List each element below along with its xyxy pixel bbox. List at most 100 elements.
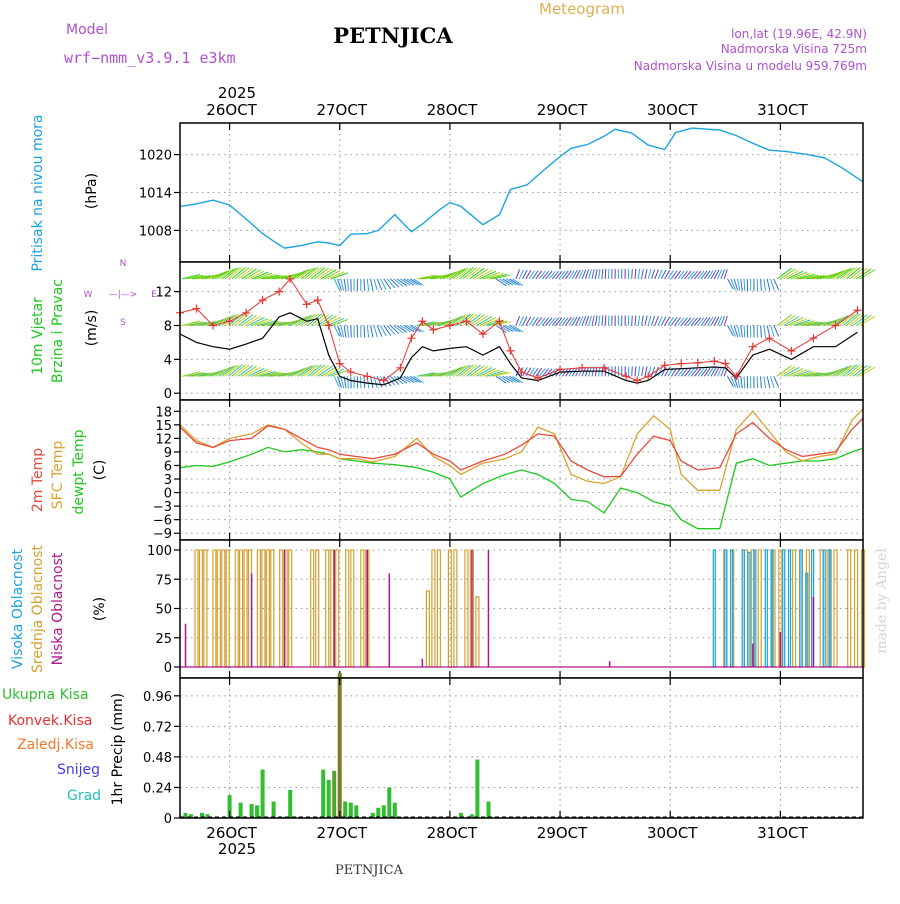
top-date-label: 30OCT [647,101,698,119]
y-tick-label: 6 [164,459,172,474]
precip-bar [354,805,358,818]
wind-barb [632,366,633,376]
precip-bar [332,771,336,818]
y-tick-label: 50 [155,603,172,618]
wind-units: (m/s) [84,310,100,347]
top-year-label: 2025 [218,84,256,102]
bottom-date-label: 30OCT [647,824,698,842]
cloud-low-label: Niska Oblacnost [50,552,66,665]
precip-bar [261,770,265,818]
y-tick-label: 1008 [139,224,172,239]
bottom-date-label: 29OCT [537,824,588,842]
y-tick-label: 0.72 [143,720,172,735]
top-date-label: 27OCT [316,101,367,119]
precip-bar [382,805,386,818]
model-elevation-label: Nadmorska Visina u modelu 959.769m [634,59,867,73]
bottom-year-label: 2025 [218,840,256,858]
precip-bar [487,802,491,819]
y-tick-label: 0.48 [143,751,172,766]
precip-bar [250,804,254,818]
y-tick-label: 18 [155,405,172,420]
precip-bar [327,780,331,818]
pressure-ylabel: Pritisak na nivou mora [30,114,46,271]
y-tick-label: 1014 [139,187,172,202]
wind-barb [632,269,633,279]
wind-legend-n: N [120,259,127,269]
y-tick-label: 0 [164,812,172,827]
top-date-label: 29OCT [537,101,588,119]
precip-bar [393,803,397,818]
y-tick-label: 100 [147,544,172,559]
pressure-panel: 1008 1014 1020 [139,123,863,262]
wind-legend-e: E [151,290,157,300]
top-date-label: 31OCT [757,101,808,119]
elevation-label: Nadmorska Visina 725m [721,42,867,56]
y-tick-label: 0 [164,487,172,502]
location-label: lon,lat (19.96E, 42.9N) [731,27,867,41]
product-label: Meteogram [539,0,625,18]
wind-barb [605,316,606,326]
precip-bar [343,802,347,819]
precip-legend-conv: Konvek.Kisa [8,713,92,729]
wind-ylabel: 10m Vjetar [30,297,46,375]
precip-ylabel: 1hr Precip [110,735,126,806]
temp-dewpt-label: dewpt Temp [71,429,87,514]
model-label: Model [66,22,108,38]
precip-bar [255,805,259,818]
precip-legend-total: Ukupna Kisa [2,687,89,703]
bottom-date-label: 31OCT [757,824,808,842]
precip-bar [376,808,380,818]
watermark: made by Angel [874,548,890,654]
top-date-label: 28OCT [427,101,478,119]
y-tick-label: 15 [155,419,172,434]
cloud-mid-label: Srednja Oblacnost [30,545,46,673]
y-tick-label: 4 [164,353,172,368]
y-tick-label: 75 [155,573,172,588]
y-tick-label: 9 [164,446,172,461]
y-tick-label: 3 [164,473,172,488]
cloud-units: (%) [92,597,108,621]
wind-ylabel2: Brzina i Pravac [50,279,66,383]
precip-legend-snow: Snijeg [57,762,100,778]
precip-bar [288,790,292,818]
wind-barb [605,269,606,279]
y-tick-label: 0 [164,661,172,676]
y-tick-label: 25 [155,632,172,647]
precip-bar [349,803,353,818]
precip-legend-graupel: Grad [67,788,101,804]
cloud-panel: 0 25 50 75 100 [147,540,864,678]
model-name: wrf−nmm_v3.9.1 e3km [64,49,236,67]
bottom-date-label: 27OCT [316,824,367,842]
precip-units: (mm) [110,693,126,731]
precip-bar [475,760,479,819]
y-tick-label: 0.96 [143,690,172,705]
precip-panel: 0 0.24 0.48 0.72 0.96 [143,673,863,827]
precip-bar [387,788,391,819]
y-tick-label: 1020 [139,149,172,164]
precip-bar [272,802,276,819]
wind-legend-s: S [120,318,126,328]
precip-bar [239,803,243,818]
wind-barb [632,316,633,326]
precip-bar [321,770,325,818]
y-tick-label: 12 [155,432,172,447]
page-title: PETNJICA [333,23,453,48]
wind-legend-arrow: —|—> [109,290,138,300]
y-tick-label: 0 [164,387,172,402]
precip-bar [184,813,188,818]
plot-background [180,678,863,818]
wind-barb [364,326,365,338]
temp-units: (C) [92,460,108,481]
y-tick-label: −3 [153,500,172,515]
y-tick-label: −6 [153,514,172,529]
y-tick-label: −9 [153,527,172,542]
y-tick-label: 0.24 [143,781,172,796]
precip-bar [338,673,342,818]
footer-station: PETNJICA [335,863,404,878]
wind-legend-w: W [84,290,93,300]
